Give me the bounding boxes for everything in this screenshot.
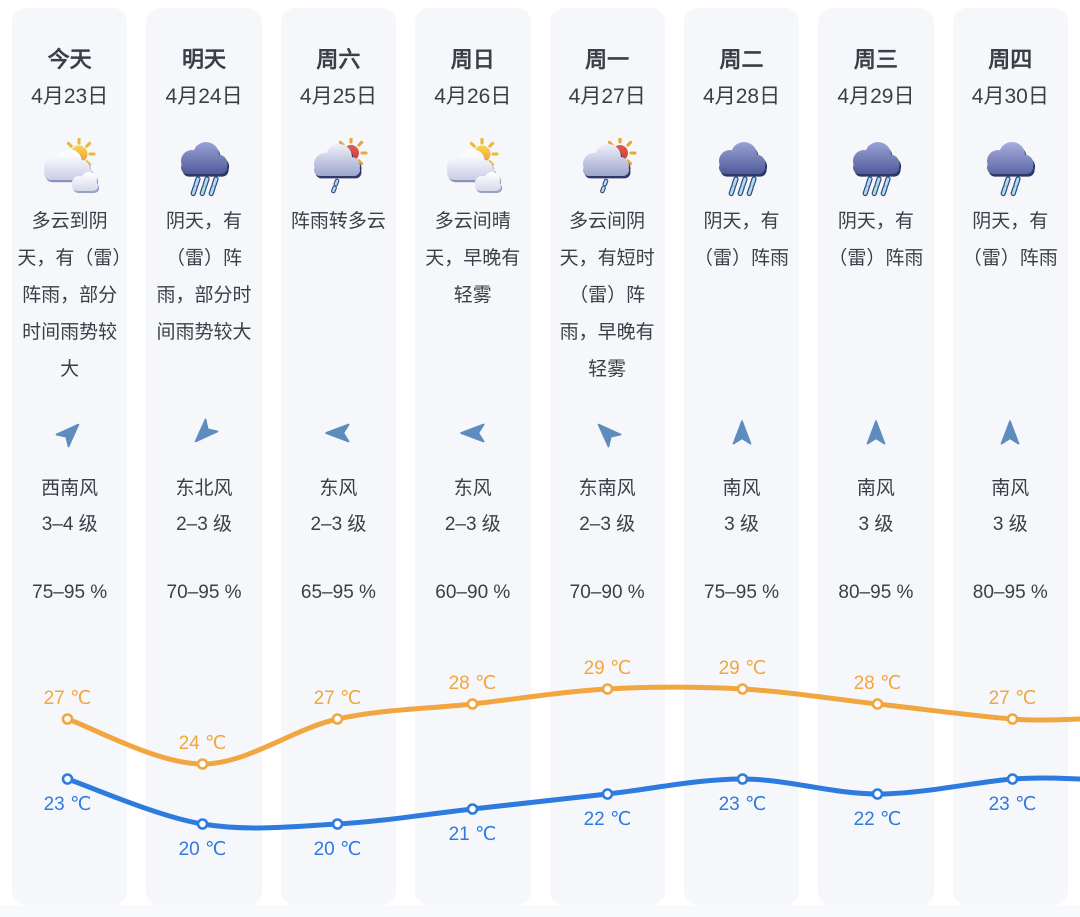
humidity-range: 75–95 %: [704, 582, 780, 603]
heavy-rain-cloud-icon: [818, 135, 933, 201]
svg-text:20 ℃: 20 ℃: [179, 839, 227, 860]
weather-description: 阵雨转多云: [290, 211, 386, 232]
wind-level: 2–3 级: [444, 514, 501, 535]
day-name: 明天: [182, 47, 227, 72]
humidity-range: 70–95 %: [166, 582, 242, 603]
day-card[interactable]: 周三 4月29日 阴天，有（雷）阵雨 南风 3 级 80–95 %: [818, 8, 934, 905]
wind-direction-arrow-icon: [281, 418, 396, 448]
sun-cloud-drizzle-icon: [550, 135, 665, 201]
wind-level: 3 级: [724, 514, 759, 535]
humidity-range: 70–90 %: [569, 582, 645, 603]
wind-direction: 东风: [453, 478, 492, 499]
svg-text:23 ℃: 23 ℃: [719, 794, 767, 815]
day-date: 4月24日: [165, 85, 243, 108]
wind-direction-arrow-icon: [684, 418, 799, 448]
weather-description: 多云间晴天，早晚有轻雾: [425, 211, 521, 306]
wind-level: 3 级: [992, 514, 1028, 535]
day-date: 4月27日: [568, 85, 646, 108]
wind-level: 3 级: [858, 514, 894, 535]
wind-direction-arrow-icon: [818, 418, 933, 448]
weather-description: 多云间阴天，有短时（雷）阵雨，早晚有轻雾: [559, 211, 655, 380]
svg-text:23 ℃: 23 ℃: [44, 794, 92, 815]
day-date: 4月23日: [31, 85, 109, 108]
svg-text:28 ℃: 28 ℃: [854, 673, 902, 694]
wind-level: 2–3 级: [310, 514, 367, 535]
svg-text:27 ℃: 27 ℃: [989, 688, 1037, 709]
wind-direction-arrow-icon: [550, 418, 665, 448]
humidity-range: 60–90 %: [435, 582, 511, 603]
light-rain-cloud-icon: [953, 135, 1068, 201]
weather-description: 阴天，有（雷）阵雨: [694, 211, 790, 269]
day-name: 周二: [719, 47, 764, 72]
temperature-chart: 27 ℃ 24 ℃ 27 ℃ 28 ℃ 29 ℃ 29 ℃ 28 ℃ 27 ℃ 23 ℃ 20 ℃…: [44, 658, 1080, 860]
heavy-rain-cloud-icon: [684, 135, 799, 201]
wind-direction: 南风: [991, 478, 1030, 499]
svg-text:22 ℃: 22 ℃: [854, 809, 902, 830]
weather-description: 阴天，有（雷）阵雨，部分时间雨势较大: [156, 211, 252, 343]
weather-description: 阴天，有（雷）阵雨: [828, 211, 924, 269]
day-name: 今天: [47, 47, 92, 72]
day-date: 4月28日: [703, 85, 781, 108]
day-name: 周三: [853, 47, 898, 72]
svg-text:29 ℃: 29 ℃: [719, 658, 767, 679]
heavy-rain-cloud-icon: [146, 135, 261, 201]
wind-direction-arrow-icon: [12, 418, 127, 448]
humidity-range: 80–95 %: [838, 582, 914, 603]
bottom-strip: [0, 905, 1080, 917]
wind-direction-arrow-icon: [953, 418, 1068, 448]
wind-direction: 东南风: [578, 478, 636, 499]
day-name: 周一: [585, 47, 630, 72]
day-date: 4月26日: [434, 85, 512, 108]
day-card[interactable]: 周一 4月27日 多云间阴天，有短时（雷）阵雨，早晚有轻雾 东南风 2–3 级 …: [549, 8, 665, 905]
day-name: 周六: [316, 47, 361, 72]
wind-direction-arrow-icon: [146, 418, 261, 448]
sun-behind-clouds-icon: [415, 135, 530, 201]
day-date: 4月25日: [299, 85, 377, 108]
day-date: 4月29日: [837, 85, 915, 108]
svg-text:27 ℃: 27 ℃: [44, 688, 92, 709]
svg-text:24 ℃: 24 ℃: [179, 733, 227, 754]
day-date: 4月30日: [971, 85, 1049, 108]
day-card[interactable]: 周六 4月25日 阵雨转多云 东风 2–3 级 65–95 %: [280, 8, 397, 905]
forecast-columns: 今天 4月23日 多云到阴天，有（雷）阵雨，部分时间雨势较大 西南风 3–4 级…: [12, 8, 1068, 905]
day-name: 周四: [988, 47, 1033, 72]
day-name: 周日: [450, 47, 495, 72]
sun-behind-clouds-icon: [12, 135, 127, 201]
wind-direction: 西南风: [41, 478, 99, 499]
day-card[interactable]: 今天 4月23日 多云到阴天，有（雷）阵雨，部分时间雨势较大 西南风 3–4 级…: [12, 8, 128, 905]
wind-direction: 东风: [319, 478, 358, 499]
day-card[interactable]: 周二 4月28日 阴天，有（雷）阵雨 南风 3 级 75–95 %: [683, 8, 800, 905]
svg-text:22 ℃: 22 ℃: [584, 809, 632, 830]
wind-level: 3–4 级: [41, 514, 98, 535]
humidity-range: 75–95 %: [32, 582, 108, 603]
day-card[interactable]: 周日 4月26日 多云间晴天，早晚有轻雾 东风 2–3 级 60–90 %: [415, 8, 531, 905]
svg-text:23 ℃: 23 ℃: [989, 794, 1037, 815]
wind-level: 2–3 级: [176, 514, 233, 535]
wind-direction: 南风: [856, 478, 895, 499]
wind-direction: 东北风: [175, 478, 233, 499]
day-card[interactable]: 周四 4月30日 阴天，有（雷）阵雨 南风 3 级 80–95 %: [952, 8, 1068, 905]
svg-text:20 ℃: 20 ℃: [314, 839, 362, 860]
humidity-range: 80–95 %: [972, 582, 1048, 603]
svg-text:28 ℃: 28 ℃: [449, 673, 497, 694]
wind-direction: 南风: [722, 478, 761, 499]
svg-text:29 ℃: 29 ℃: [584, 658, 632, 679]
weather-description: 多云到阴天，有（雷）阵雨，部分时间雨势较大: [17, 211, 122, 380]
wind-direction-arrow-icon: [415, 418, 530, 448]
svg-text:27 ℃: 27 ℃: [314, 688, 362, 709]
svg-text:21 ℃: 21 ℃: [449, 824, 497, 845]
sun-cloud-drizzle-icon: [281, 135, 396, 201]
weather-description: 阴天，有（雷）阵雨: [962, 211, 1058, 269]
wind-level: 2–3 级: [579, 514, 636, 535]
humidity-range: 65–95 %: [300, 582, 376, 603]
